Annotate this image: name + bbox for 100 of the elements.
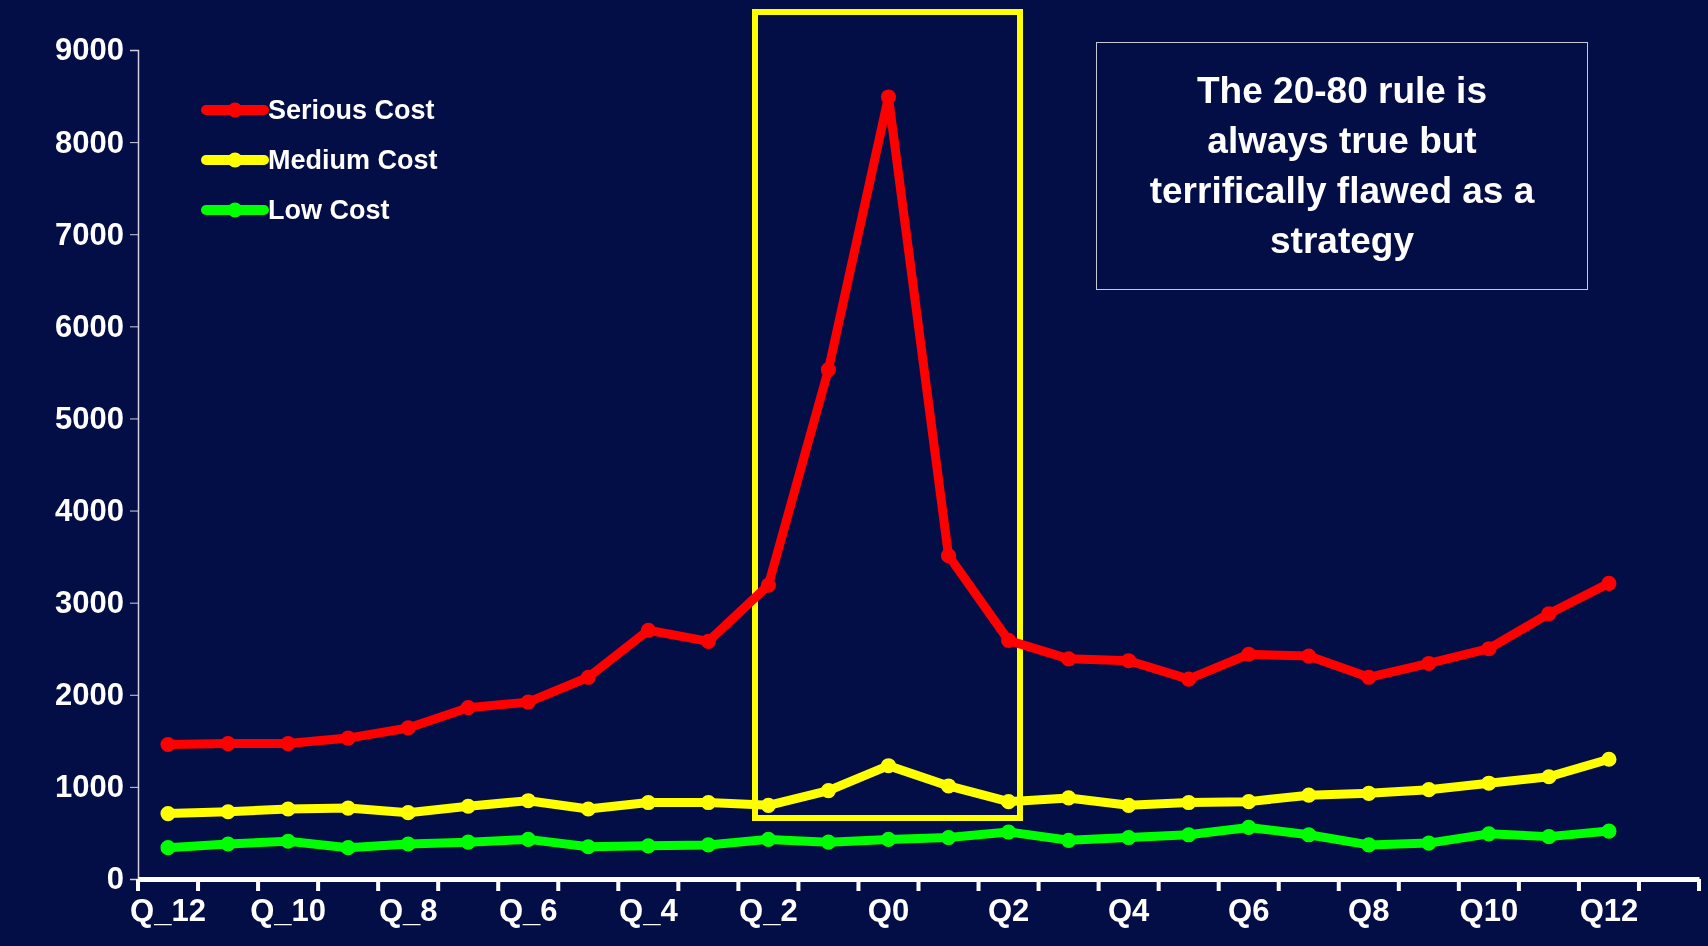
- x-tick-label: Q0: [867, 893, 910, 929]
- x-tick-label: Q6: [1228, 893, 1270, 929]
- point: [160, 736, 176, 753]
- y-tick-label: 9000: [55, 32, 124, 68]
- point: [400, 720, 416, 736]
- point: [640, 794, 656, 811]
- x-tick-label: Q4: [1107, 893, 1151, 929]
- point: [580, 801, 596, 817]
- point: [220, 836, 236, 852]
- point: [1000, 794, 1017, 810]
- point: [1000, 632, 1017, 648]
- y-tick-label: 0: [106, 861, 124, 897]
- x-tick-label: Q_12: [130, 893, 206, 929]
- x-tick-label: Q10: [1459, 893, 1519, 929]
- point: [1361, 837, 1377, 853]
- point: [1181, 671, 1197, 687]
- point: [1601, 575, 1617, 591]
- y-tick-label: 8000: [55, 124, 124, 160]
- annotation: The 20-80 rule is always true but terrifically flawed as a strategy: [1096, 42, 1588, 290]
- point: [1121, 653, 1137, 669]
- point: [760, 797, 776, 813]
- point: [880, 89, 897, 105]
- point: [820, 834, 837, 850]
- point: [520, 694, 536, 710]
- y-tick-label: 6000: [55, 308, 124, 344]
- point: [820, 362, 837, 378]
- point: [640, 622, 656, 638]
- point: [1241, 819, 1257, 835]
- y-tick-label: 5000: [55, 400, 124, 436]
- point: [1241, 646, 1257, 662]
- point: [400, 836, 416, 852]
- point: [220, 736, 236, 752]
- point: [1061, 651, 1077, 667]
- point: [880, 758, 897, 774]
- point: [1541, 829, 1557, 845]
- x-tick-label: Q_8: [378, 893, 438, 929]
- point: [700, 794, 716, 811]
- point: [760, 577, 776, 593]
- point: [520, 831, 536, 847]
- x-tick-label: Q12: [1579, 893, 1639, 929]
- point: [1121, 797, 1137, 813]
- point: [1061, 790, 1077, 806]
- point: [1481, 641, 1497, 657]
- legend-label: Low Cost: [268, 195, 390, 226]
- point: [1301, 787, 1317, 803]
- y-tick-label: 3000: [55, 585, 124, 621]
- point: [1121, 830, 1137, 846]
- point: [1181, 827, 1197, 843]
- point: [940, 830, 957, 846]
- point: [340, 840, 356, 856]
- point: [460, 798, 476, 814]
- point: [1000, 824, 1017, 840]
- legend-label: Medium Cost: [268, 145, 438, 176]
- point: [1181, 794, 1197, 811]
- point: [1241, 794, 1257, 810]
- point: [160, 840, 176, 856]
- point: [640, 838, 656, 854]
- y-tick-label: 7000: [55, 216, 124, 252]
- point: [280, 736, 296, 752]
- point: [1601, 751, 1617, 767]
- x-tick-label: Q_6: [498, 893, 558, 929]
- point: [700, 633, 716, 649]
- x-tick-label: Q_2: [739, 893, 798, 929]
- point: [220, 804, 236, 820]
- point: [460, 834, 476, 850]
- x-tick-label: Q_4: [619, 893, 679, 929]
- x-tick-label: Q8: [1348, 893, 1390, 929]
- point: [1601, 823, 1617, 839]
- point: [520, 793, 536, 809]
- point: [160, 806, 176, 822]
- point: [1541, 606, 1557, 622]
- point: [280, 833, 296, 849]
- y-tick-label: 4000: [55, 492, 124, 528]
- point: [880, 831, 897, 847]
- y-tick-label: 1000: [55, 769, 124, 805]
- point: [340, 800, 356, 816]
- point: [1421, 835, 1437, 851]
- point: [1361, 669, 1377, 685]
- point: [760, 831, 776, 847]
- x-tick-label: Q2: [987, 893, 1030, 929]
- point: [1481, 826, 1497, 842]
- point: [400, 805, 416, 821]
- point: [1361, 785, 1377, 801]
- point: [700, 837, 716, 853]
- point: [280, 801, 296, 817]
- point: [580, 669, 596, 685]
- point: [340, 730, 356, 746]
- point: [1301, 648, 1317, 664]
- point: [1301, 827, 1317, 843]
- point: [940, 778, 957, 794]
- point: [1541, 769, 1557, 785]
- point: [1481, 775, 1497, 791]
- point: [460, 700, 476, 716]
- point: [940, 548, 957, 564]
- point: [820, 783, 837, 799]
- point: [580, 839, 596, 855]
- legend-label: Serious Cost: [268, 95, 435, 126]
- y-tick-label: 2000: [55, 677, 124, 713]
- point: [1421, 782, 1437, 798]
- point: [1421, 655, 1437, 672]
